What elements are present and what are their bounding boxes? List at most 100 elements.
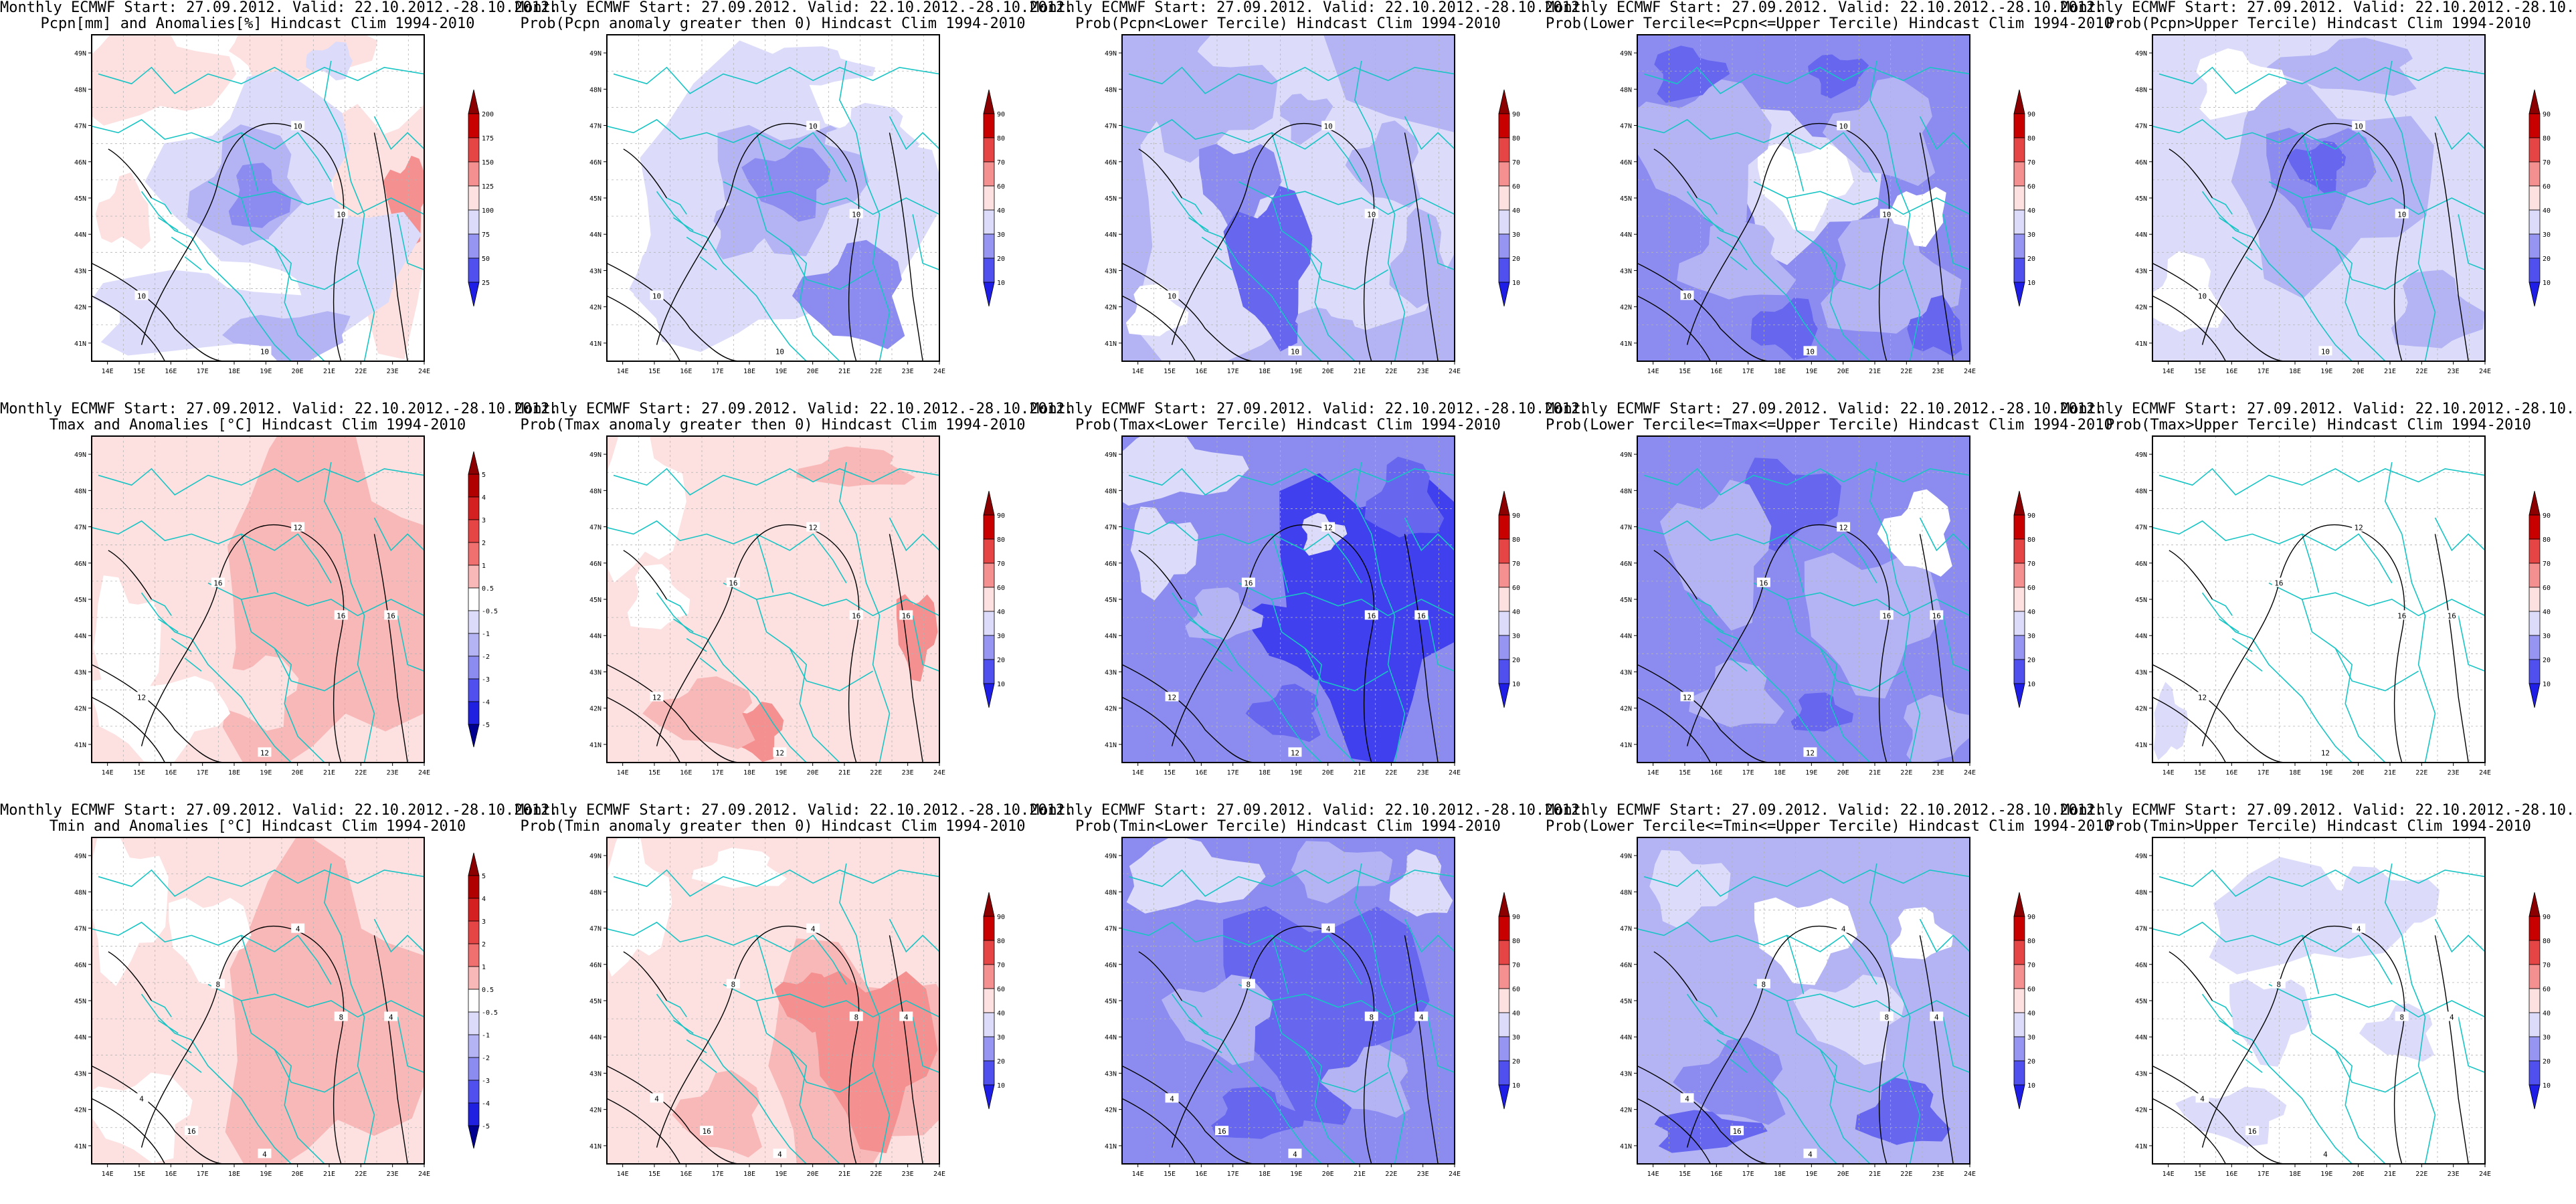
x-tick-label: 15E bbox=[1164, 769, 1176, 777]
colorbar-label: -0.5 bbox=[482, 608, 498, 615]
colorbar-segment bbox=[1498, 490, 1510, 516]
shaded-region bbox=[1637, 78, 1772, 229]
border-line bbox=[1182, 599, 1232, 671]
colorbar-segment bbox=[983, 113, 995, 138]
contour-label: 10 bbox=[2397, 210, 2406, 219]
contour-label-bg bbox=[134, 1093, 149, 1103]
y-tick-label: 43N bbox=[2135, 1070, 2147, 1078]
shaded-region bbox=[1822, 76, 1936, 186]
contour-line bbox=[607, 264, 740, 361]
contour-label-bg bbox=[1364, 209, 1378, 219]
x-tick-label: 16E bbox=[165, 769, 177, 777]
contour-line bbox=[2169, 550, 2213, 599]
colorbar: 90 80 70 60 40 30 20 10 bbox=[1498, 892, 1520, 1110]
border-line bbox=[1404, 919, 1455, 952]
colorbar-segment bbox=[983, 514, 995, 540]
border-line bbox=[614, 68, 939, 94]
colorbar-segment bbox=[983, 490, 995, 516]
shaded-region bbox=[629, 234, 832, 353]
x-tick-label: 21E bbox=[1869, 368, 1881, 375]
contour-line bbox=[1637, 1098, 1710, 1164]
colorbar-segment bbox=[983, 892, 995, 917]
map-canvas: 4 4 4 8 8 4 16 14E 15E 16E 17E 18E 19E 20E 21E 22E 23E 24… bbox=[1105, 837, 1520, 1178]
map-title: Monthly ECMWF Start: 27.09.2012. Valid: … bbox=[2061, 0, 2576, 32]
y-tick-label: 46N bbox=[74, 962, 86, 969]
country-borders bbox=[92, 864, 424, 1164]
contour-label: 12 bbox=[137, 693, 146, 702]
field-background bbox=[2152, 436, 2485, 763]
contour-line bbox=[2203, 525, 2405, 763]
map-canvas: 10 10 10 10 14E 15E 16E 17E 18E 19E 20E 21E 22E 23E 24… bbox=[74, 34, 494, 375]
x-tick-label: 20E bbox=[1322, 368, 1334, 375]
colorbar-segment bbox=[2013, 1012, 2025, 1037]
x-tick-label: 18E bbox=[1259, 769, 1271, 777]
map-title: Monthly ECMWF Start: 27.09.2012. Valid: … bbox=[1030, 401, 1588, 433]
x-tick-label: 18E bbox=[228, 1171, 240, 1178]
contour-label: 10 bbox=[1367, 210, 1376, 219]
y-tick-label: 49N bbox=[2135, 50, 2147, 58]
colorbar-label: 4 bbox=[482, 494, 486, 502]
border-line bbox=[2159, 870, 2485, 896]
contour-label: 4 bbox=[1419, 1013, 1424, 1021]
y-tick-label: 43N bbox=[1105, 1070, 1117, 1078]
border-line bbox=[1637, 922, 1877, 985]
contour-line bbox=[92, 665, 225, 763]
x-tick-label: 17E bbox=[1742, 368, 1754, 375]
border-line bbox=[1272, 132, 1289, 191]
y-tick-label: 48N bbox=[74, 889, 86, 896]
x-tick-label: 22E bbox=[2415, 769, 2427, 777]
contour-label-bg bbox=[1803, 1148, 1817, 1159]
border-line bbox=[757, 1001, 873, 1092]
y-tick-label: 48N bbox=[1620, 889, 1632, 896]
colorbar-label: 30 bbox=[2027, 1034, 2035, 1041]
y-tick-label: 42N bbox=[74, 1107, 86, 1114]
colorbar-segment bbox=[2528, 258, 2541, 283]
contour-label: 16 bbox=[2448, 611, 2456, 620]
shaded-region bbox=[1750, 298, 1818, 361]
border-line bbox=[397, 1017, 424, 1072]
contour-line bbox=[1172, 926, 1374, 1164]
y-tick-label: 42N bbox=[1620, 304, 1632, 312]
border-line bbox=[1697, 599, 1747, 671]
colorbar-label: 90 bbox=[2543, 512, 2551, 520]
colorbar-label: 40 bbox=[2543, 1010, 2551, 1017]
colorbar-label: 20 bbox=[1512, 256, 1520, 263]
border-line bbox=[1272, 599, 1388, 691]
y-tick-label: 49N bbox=[74, 853, 86, 860]
shaded-region bbox=[1245, 589, 1356, 680]
border-line bbox=[1920, 116, 1970, 149]
shaded-region bbox=[774, 972, 834, 1033]
colorbar-segment bbox=[468, 1102, 480, 1126]
border-line bbox=[2212, 1001, 2262, 1072]
contour-label: 10 bbox=[260, 347, 269, 356]
colorbar-label: 100 bbox=[482, 207, 494, 215]
contour-label: 12 bbox=[2355, 524, 2363, 532]
border-line bbox=[757, 599, 873, 691]
x-tick-label: 19E bbox=[1805, 1171, 1817, 1178]
border-line bbox=[208, 583, 424, 616]
border-line bbox=[2269, 583, 2485, 616]
map-panel: Monthly ECMWF Start: 27.09.2012. Valid: … bbox=[1030, 401, 1588, 803]
map-panel: Monthly ECMWF Start: 27.09.2012. Valid: … bbox=[2061, 803, 2576, 1204]
border-line bbox=[2302, 599, 2419, 691]
y-tick-label: 41N bbox=[589, 742, 602, 749]
x-tick-label: 22E bbox=[355, 769, 367, 777]
colorbar-label: 40 bbox=[997, 207, 1005, 215]
x-tick-label: 17E bbox=[1227, 1171, 1239, 1178]
map-canvas: 12 12 12 16 16 16 14E 15E 16E 17E 18E 19E 20E 21E 22E 2… bbox=[1105, 435, 1520, 777]
contour-line bbox=[624, 952, 667, 1001]
shaded-field: 10 10 10 10 bbox=[607, 35, 939, 361]
colorbar-label: 1 bbox=[482, 563, 486, 570]
contour-label: 10 bbox=[652, 292, 661, 300]
border-line bbox=[208, 182, 424, 215]
x-tick-label: 22E bbox=[870, 769, 882, 777]
x-tick-label: 19E bbox=[260, 1171, 272, 1178]
border-line bbox=[614, 469, 939, 495]
border-line bbox=[614, 870, 939, 896]
contour-label-bg bbox=[1930, 610, 1944, 620]
shaded-region bbox=[758, 46, 876, 86]
x-tick-label: 20E bbox=[807, 769, 819, 777]
shaded-region bbox=[1279, 94, 1333, 145]
border-line bbox=[2152, 120, 2392, 182]
y-tick-label: 41N bbox=[74, 340, 86, 348]
